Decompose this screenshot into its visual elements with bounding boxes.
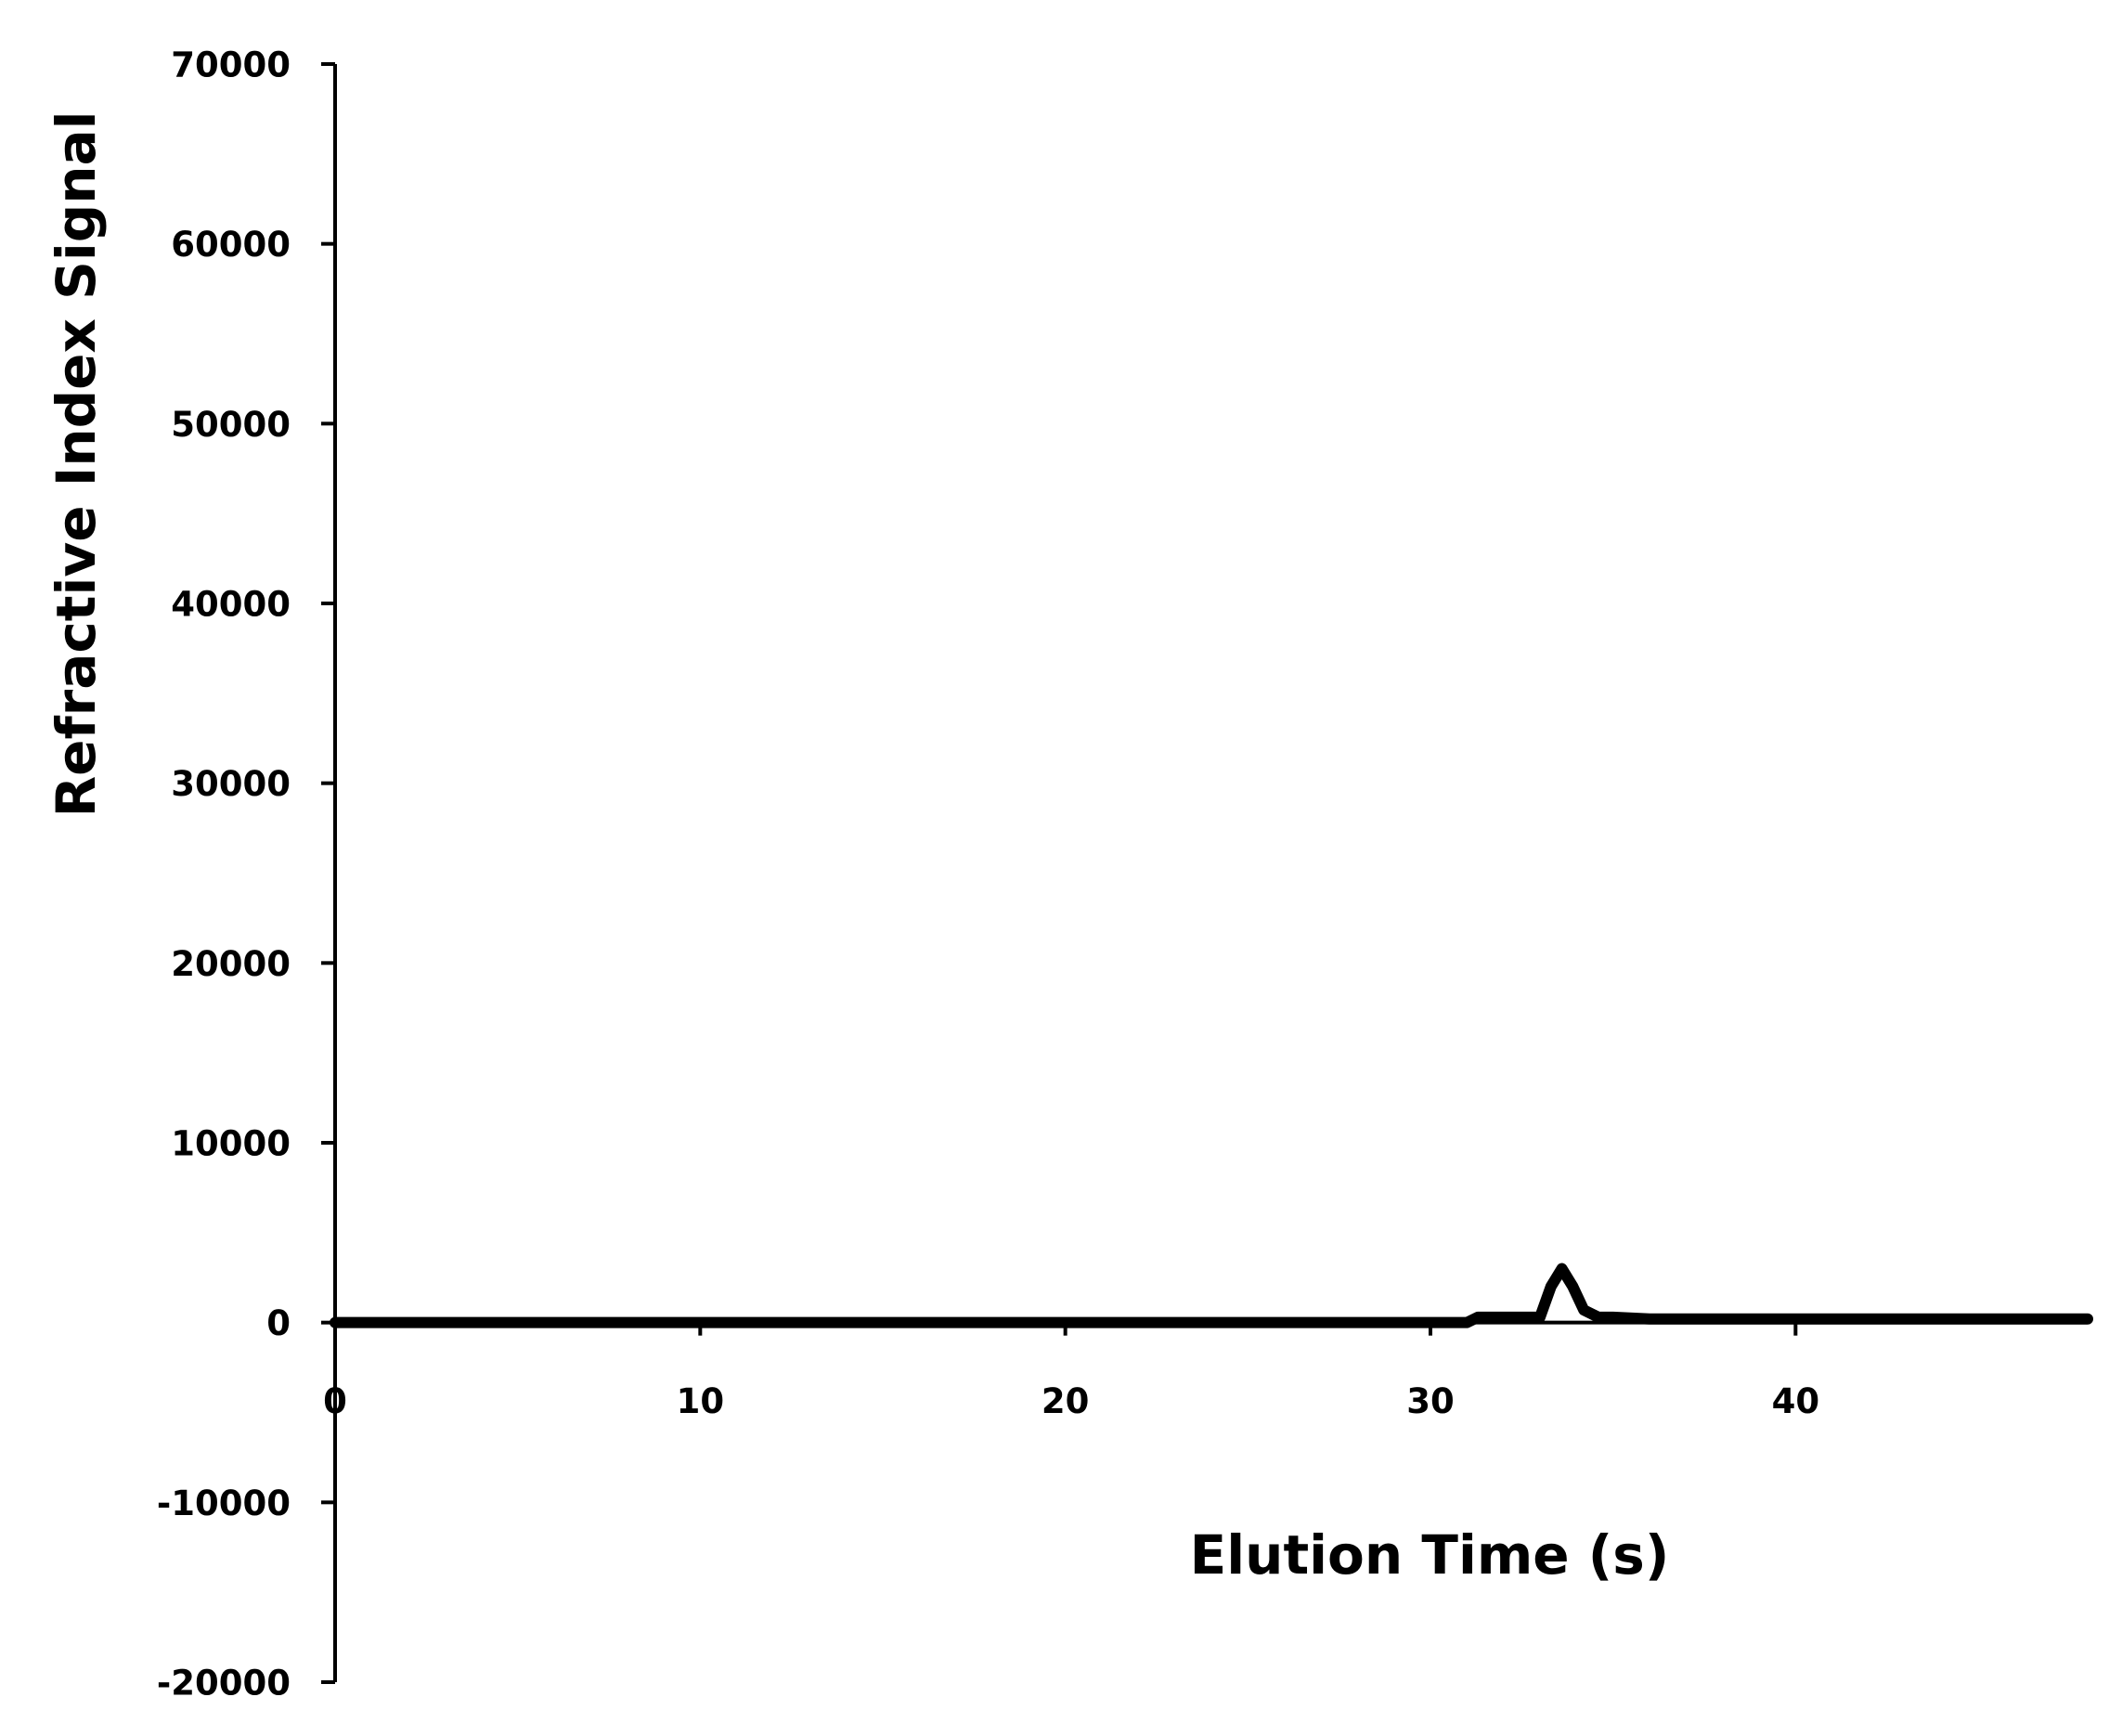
x-tick-label: 40 [1772, 1381, 1820, 1421]
x-axis-title: Elution Time (s) [1190, 1523, 1670, 1587]
y-tick-label: 0 [266, 1303, 291, 1343]
y-tick-label: -20000 [157, 1664, 291, 1704]
x-tick-label: 20 [1042, 1381, 1090, 1421]
x-tick-label: 10 [677, 1381, 725, 1421]
data-line [330, 1263, 2093, 1328]
y-axis-title: Refractive Index Signal [45, 110, 108, 817]
y-tick-label: 30000 [171, 764, 291, 804]
y-tick-label: 50000 [171, 405, 291, 445]
y-tick-label: 70000 [171, 45, 291, 85]
y-tick-label: 10000 [171, 1124, 291, 1164]
x-tick-label: 30 [1406, 1381, 1455, 1421]
y-tick-label: -10000 [157, 1483, 291, 1523]
x-tick-label: 0 [323, 1381, 347, 1421]
y-tick-label: 20000 [171, 944, 291, 984]
y-tick-label: 60000 [171, 225, 291, 265]
y-tick-label: 40000 [171, 585, 291, 625]
